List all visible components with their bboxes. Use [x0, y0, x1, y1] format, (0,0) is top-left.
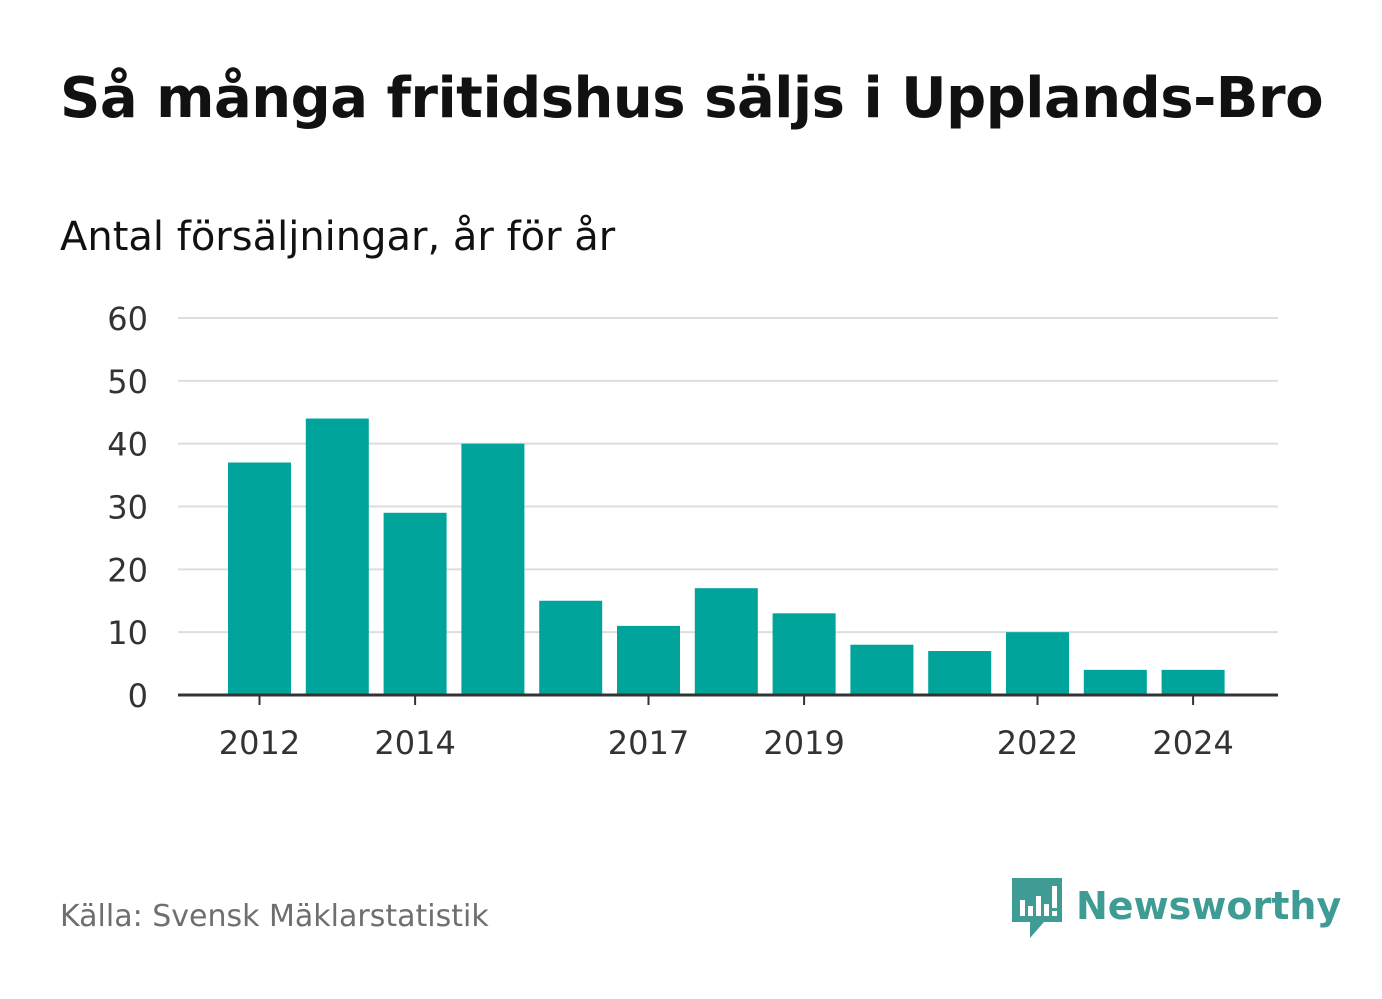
x-tick-label: 2012 [219, 724, 300, 762]
x-tick-label: 2022 [997, 724, 1078, 762]
y-tick-label: 20 [107, 551, 148, 589]
bar-chart: 0 10 20 30 40 50 60 2012 2014 2017 2019 2022 2024 [107, 300, 1278, 762]
bar-2017 [617, 625, 680, 695]
y-axis-tick-labels: 0 10 20 30 40 50 60 [107, 300, 148, 715]
bar-2015 [461, 443, 525, 695]
y-tick-label: 0 [128, 677, 148, 715]
bar-2012 [228, 462, 291, 695]
newsworthy-chat-bars-icon [1012, 878, 1062, 938]
bar-2020 [850, 644, 914, 695]
bar-2019 [772, 613, 836, 695]
brand-logo: Newsworthy [1012, 878, 1341, 940]
source-note: Källa: Svensk Mäklarstatistik [60, 899, 489, 934]
x-tick-label: 2019 [763, 724, 844, 762]
brand-name: Newsworthy [1076, 884, 1342, 928]
y-tick-label: 60 [107, 300, 148, 338]
x-axis [178, 693, 1278, 705]
y-tick-label: 30 [107, 489, 148, 527]
x-tick-label: 2024 [1152, 724, 1233, 762]
bar-2018 [694, 588, 758, 695]
y-tick-label: 10 [107, 614, 148, 652]
y-tick-label: 50 [107, 363, 148, 401]
bar-2024 [1161, 669, 1225, 695]
y-tick-label: 40 [107, 426, 148, 464]
bars [228, 418, 1225, 695]
bar-2014 [383, 512, 447, 695]
x-tick-label: 2014 [374, 724, 455, 762]
x-axis-tick-labels: 2012 2014 2017 2019 2022 2024 [219, 724, 1234, 762]
x-tick-label: 2017 [608, 724, 689, 762]
bar-2023 [1083, 669, 1147, 695]
bar-2021 [928, 651, 992, 695]
chart-title: Så många fritidshus säljs i Upplands-Bro [60, 66, 1324, 131]
bar-2016 [539, 600, 603, 695]
bar-2013 [305, 418, 369, 695]
bar-2022 [1006, 632, 1069, 695]
chart-subtitle: Antal försäljningar, år för år [60, 214, 616, 260]
